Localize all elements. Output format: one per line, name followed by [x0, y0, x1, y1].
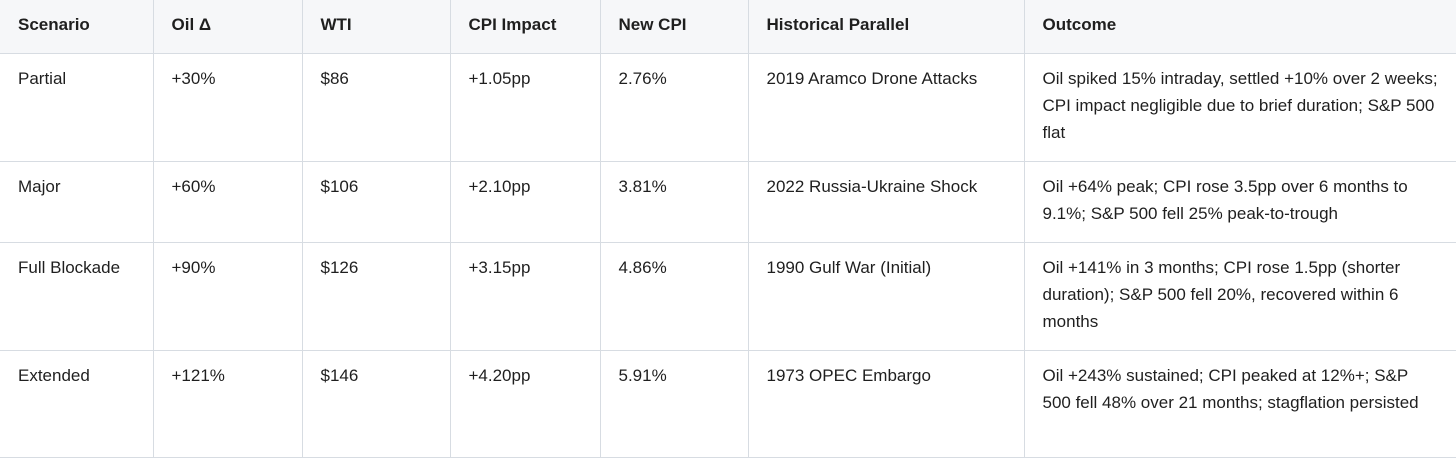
- header-wti: WTI: [301, 0, 451, 54]
- table-row: Full Blockade +90% $126 +3.15pp 4.86% 19…: [0, 242, 1456, 351]
- cell-new-cpi: 3.81%: [599, 161, 749, 243]
- table-row: Partial +30% $86 +1.05pp 2.76% 2019 Aram…: [0, 53, 1456, 162]
- header-outcome: Outcome: [1023, 0, 1456, 54]
- cell-new-cpi: 5.91%: [599, 350, 749, 458]
- cell-oil-delta: +121%: [152, 350, 303, 458]
- cell-cpi-impact: +2.10pp: [449, 161, 601, 243]
- cell-new-cpi: 2.76%: [599, 53, 749, 162]
- cell-historical-parallel: 2019 Aramco Drone Attacks: [747, 53, 1025, 162]
- cell-historical-parallel: 1973 OPEC Embargo: [747, 350, 1025, 458]
- cell-oil-delta: +30%: [152, 53, 303, 162]
- header-oil-delta: Oil Δ: [152, 0, 303, 54]
- cell-new-cpi: 4.86%: [599, 242, 749, 351]
- header-scenario: Scenario: [0, 0, 154, 54]
- cell-oil-delta: +90%: [152, 242, 303, 351]
- cell-scenario: Full Blockade: [0, 242, 154, 351]
- cell-outcome: Oil +141% in 3 months; CPI rose 1.5pp (s…: [1023, 242, 1456, 351]
- header-cpi-impact: CPI Impact: [449, 0, 601, 54]
- cell-historical-parallel: 2022 Russia-Ukraine Shock: [747, 161, 1025, 243]
- cell-wti: $106: [301, 161, 451, 243]
- cell-scenario: Partial: [0, 53, 154, 162]
- table-row: Major +60% $106 +2.10pp 3.81% 2022 Russi…: [0, 161, 1456, 243]
- cell-historical-parallel: 1990 Gulf War (Initial): [747, 242, 1025, 351]
- cell-wti: $126: [301, 242, 451, 351]
- cell-cpi-impact: +4.20pp: [449, 350, 601, 458]
- cell-cpi-impact: +1.05pp: [449, 53, 601, 162]
- cell-scenario: Extended: [0, 350, 154, 458]
- header-new-cpi: New CPI: [599, 0, 749, 54]
- cell-scenario: Major: [0, 161, 154, 243]
- cell-outcome: Oil +64% peak; CPI rose 3.5pp over 6 mon…: [1023, 161, 1456, 243]
- header-historical-parallel: Historical Parallel: [747, 0, 1025, 54]
- cell-outcome: Oil +243% sustained; CPI peaked at 12%+;…: [1023, 350, 1456, 458]
- cell-oil-delta: +60%: [152, 161, 303, 243]
- table-header-row: Scenario Oil Δ WTI CPI Impact New CPI Hi…: [0, 0, 1456, 54]
- cell-wti: $146: [301, 350, 451, 458]
- cell-cpi-impact: +3.15pp: [449, 242, 601, 351]
- table-row: Extended +121% $146 +4.20pp 5.91% 1973 O…: [0, 350, 1456, 458]
- cell-wti: $86: [301, 53, 451, 162]
- cell-outcome: Oil spiked 15% intraday, settled +10% ov…: [1023, 53, 1456, 162]
